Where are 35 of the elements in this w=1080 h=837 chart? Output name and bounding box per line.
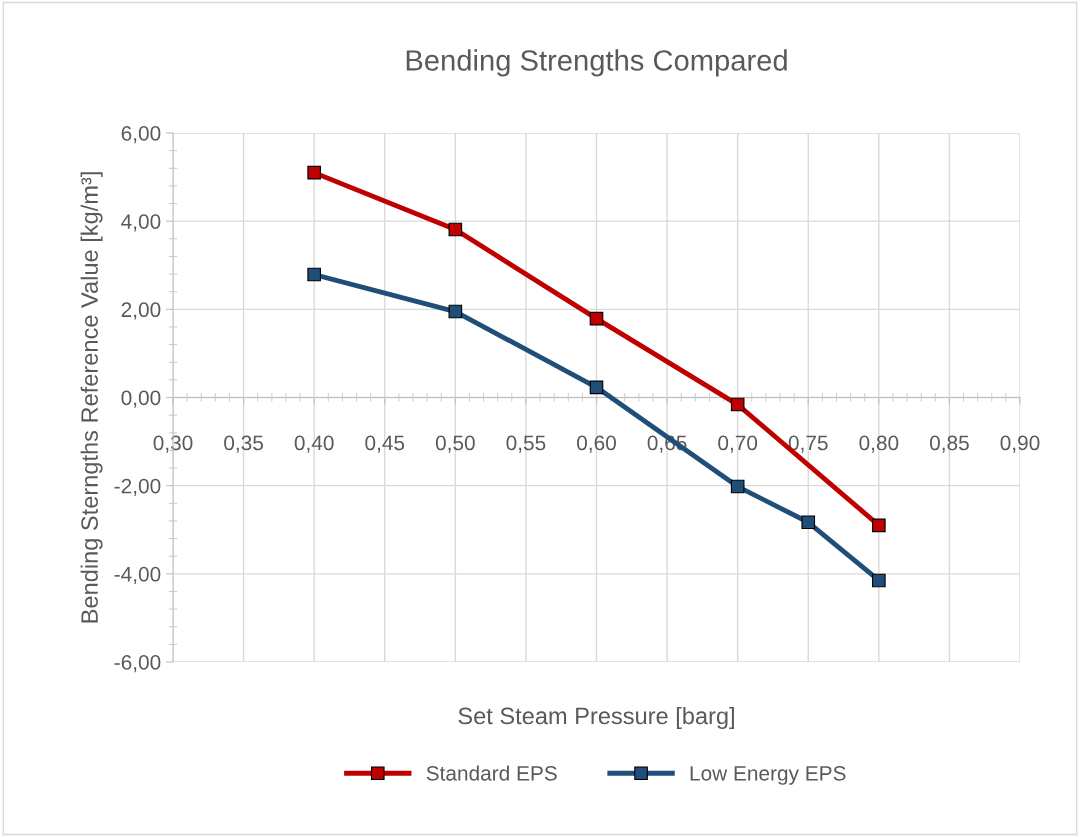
x-tick-label: 0,45: [365, 435, 405, 453]
point: [730, 479, 745, 494]
y-tick-label: -6,00: [114, 655, 161, 673]
point: [872, 518, 886, 533]
y-tick-label: -2,00: [114, 478, 161, 496]
x-tick-label: 0,55: [506, 435, 546, 453]
y-tick-label: 4,00: [121, 214, 161, 232]
x-tick-label: 0,60: [577, 435, 616, 453]
point: [872, 573, 886, 588]
x-tick-label: 0,70: [718, 435, 758, 453]
y-tick-label: 6,00: [121, 126, 161, 144]
x-axis-title: Set Steam Pressure [barg]: [458, 706, 734, 729]
point: [589, 380, 604, 395]
point: [448, 222, 463, 237]
x-tick-label: 0,75: [788, 435, 828, 453]
x-tick-label: 0,40: [294, 435, 334, 453]
point: [730, 397, 745, 412]
point: [307, 267, 321, 282]
y-axis-title: Bending Sterngths Reference Value [kg/m³]: [80, 172, 103, 623]
x-tick-label: 0,50: [435, 435, 475, 453]
x-tick-label: 0,80: [859, 435, 899, 453]
point: [801, 515, 816, 530]
y-tick-label: 0,00: [121, 390, 161, 408]
y-tick-label: 2,00: [121, 302, 161, 320]
point: [589, 311, 604, 326]
legend-label: Low Energy EPS: [690, 765, 846, 785]
y-tick-label: -4,00: [114, 566, 161, 585]
x-tick-label: 0,30: [153, 435, 193, 453]
legend-label: Standard EPS: [426, 765, 557, 781]
point: [307, 165, 321, 180]
x-tick-label: 0,90: [1000, 435, 1040, 453]
point: [448, 304, 463, 319]
x-tick-label: 0,35: [224, 435, 263, 453]
chart-title: Bending Strengths Compared: [406, 49, 787, 77]
x-tick-label: 0,85: [929, 435, 969, 453]
